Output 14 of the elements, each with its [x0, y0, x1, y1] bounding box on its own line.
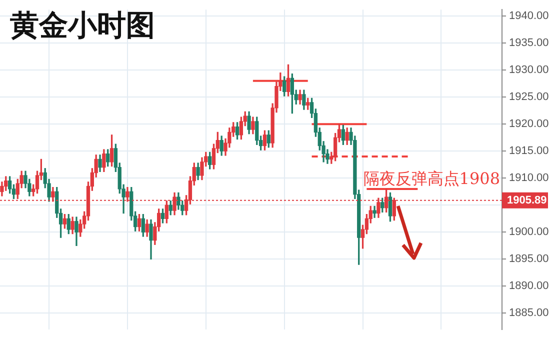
ref-line-label: 1905.89: [507, 194, 547, 206]
y-tick-label: 1935.00: [509, 37, 549, 50]
y-tick-label: 1910.00: [509, 172, 549, 184]
chart-title: 黄金小时图: [10, 7, 155, 44]
y-tick-label: 1885.00: [509, 307, 549, 320]
y-tick-label: 1930.00: [509, 64, 549, 76]
y-tick-label: 1890.00: [509, 280, 549, 292]
y-tick-label: 1940.00: [509, 10, 549, 22]
y-tick-label: 1900.00: [509, 226, 549, 238]
y-tick-label: 1895.00: [509, 253, 549, 266]
y-tick-label: 1925.00: [509, 91, 549, 104]
y-tick-label: 1920.00: [509, 118, 549, 130]
annotation: 隔夜反弹高点1908: [363, 168, 500, 188]
y-tick-label: 1915.00: [509, 145, 549, 158]
